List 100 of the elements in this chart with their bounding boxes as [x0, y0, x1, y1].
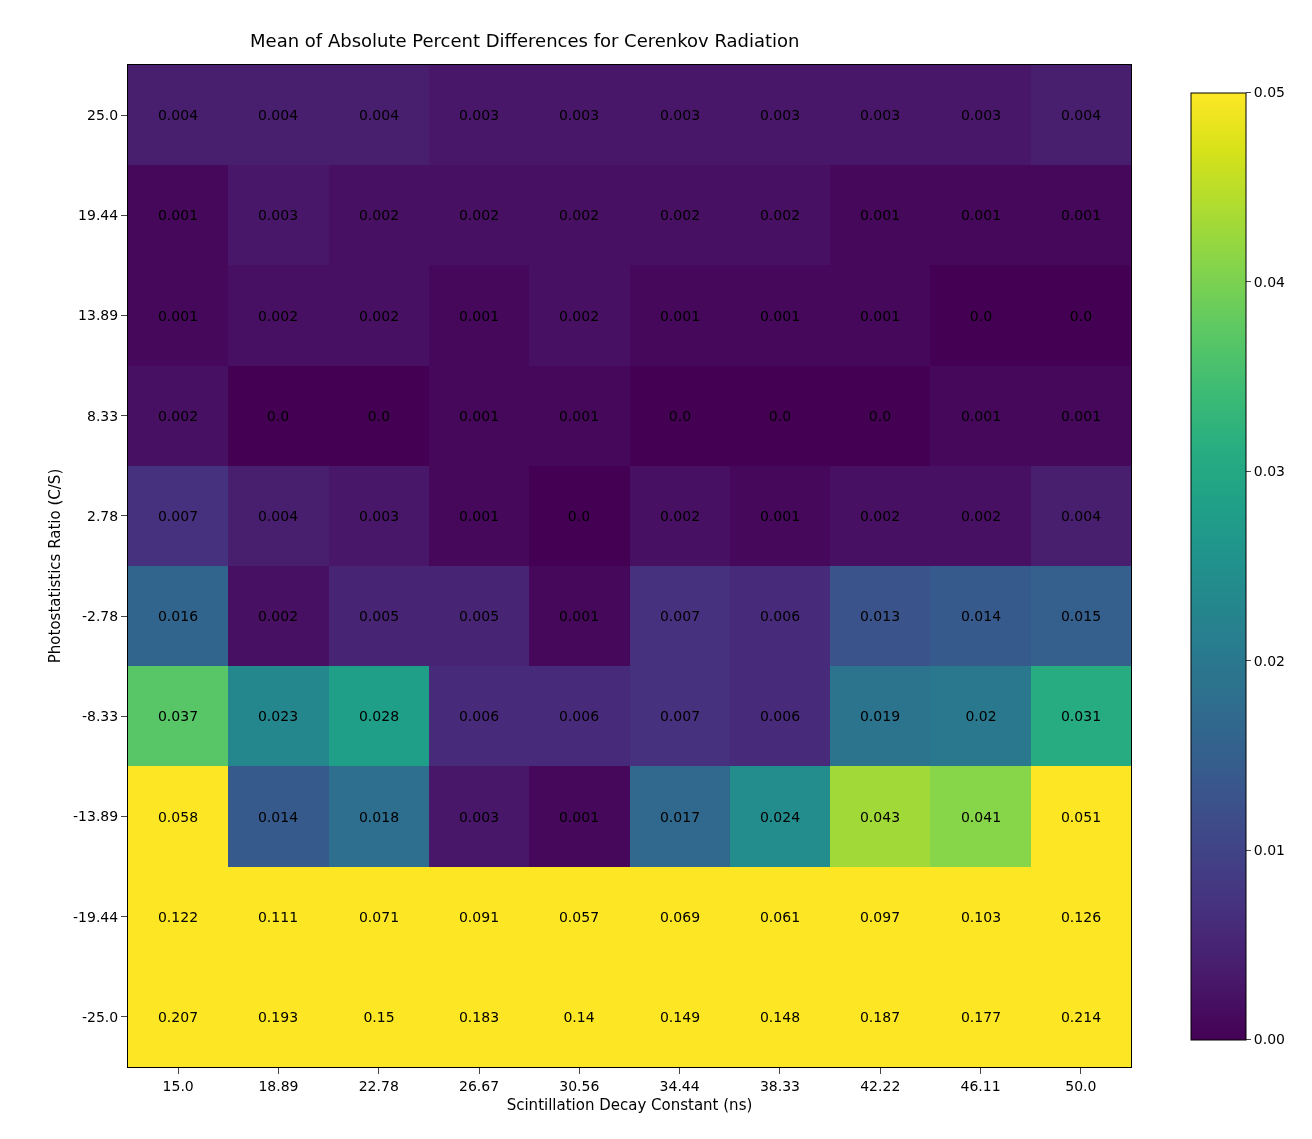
color-bar-label: 0.04	[1253, 273, 1286, 290]
data-label: 0.001	[960, 206, 1002, 223]
data-label: 0.14	[563, 1008, 595, 1025]
data-label: 0.148	[759, 1008, 801, 1025]
color-bar-label: 0.02	[1253, 652, 1285, 669]
data-label: 0.014	[960, 607, 1002, 624]
data-label: 0.097	[859, 908, 901, 925]
data-label: 0.028	[358, 707, 400, 724]
y-tick-label: 2.78	[87, 507, 119, 524]
data-label: 0.001	[558, 808, 600, 825]
data-label: 0.024	[759, 808, 801, 825]
data-label: 0.003	[859, 106, 901, 123]
color-bar-label: 0.00	[1253, 1031, 1285, 1048]
data-label: 0.0	[969, 307, 993, 324]
data-label: 0.001	[157, 206, 199, 223]
data-label: 0.003	[458, 106, 500, 123]
x-tick-label: 26.67	[459, 1077, 500, 1094]
data-label: 0.071	[358, 908, 400, 925]
color-bar-label: 0.01	[1253, 842, 1285, 858]
data-label: 0.001	[859, 307, 901, 324]
data-label: 0.001	[659, 307, 701, 324]
data-label: 0.002	[358, 307, 400, 324]
data-label: 0.004	[257, 106, 299, 123]
y-axis-title: Photostatistics Ratio (C/S)	[46, 468, 65, 664]
data-label: 0.001	[558, 607, 600, 624]
y-tick-label: 8.33	[87, 407, 119, 424]
y-tick-label: -2.78	[81, 608, 119, 624]
x-tick-label: 15.0	[162, 1077, 194, 1094]
data-label: 0.017	[659, 808, 701, 825]
data-label: 0.091	[458, 908, 500, 925]
data-label: 0.003	[659, 106, 701, 123]
data-label: 0.187	[859, 1008, 901, 1025]
y-tick-label: 19.44	[78, 207, 119, 224]
data-label: 0.001	[759, 307, 801, 324]
data-label: 0.002	[659, 206, 701, 223]
data-label: 0.006	[759, 707, 801, 724]
x-tick-label: 42.22	[860, 1077, 901, 1094]
data-label: 0.111	[257, 908, 299, 925]
data-label: 0.002	[558, 307, 600, 324]
data-label: 0.031	[1060, 707, 1102, 724]
data-label: 0.041	[960, 808, 1002, 825]
data-label: 0.0	[1069, 307, 1093, 324]
data-label: 0.001	[157, 307, 199, 324]
data-label: 0.0	[868, 407, 892, 424]
data-label: 0.0	[266, 407, 290, 424]
data-label: 0.0	[367, 407, 391, 424]
data-label: 0.001	[859, 206, 901, 223]
data-label: 0.002	[157, 407, 199, 424]
data-label: 0.019	[859, 707, 901, 724]
data-label: 0.177	[960, 1008, 1002, 1025]
data-label: 0.0	[567, 507, 591, 524]
x-tick-label: 18.89	[258, 1077, 299, 1094]
data-label: 0.002	[257, 607, 299, 624]
data-label: 0.051	[1060, 808, 1102, 825]
data-label: 0.002	[859, 507, 901, 524]
data-label: 0.001	[458, 307, 500, 324]
data-label: 0.006	[458, 707, 500, 724]
data-label: 0.005	[458, 607, 500, 624]
x-tick-label: 50.0	[1065, 1077, 1097, 1094]
data-label: 0.001	[1060, 206, 1102, 223]
x-axis-title: Scintillation Decay Constant (ns)	[506, 1095, 753, 1114]
data-label: 0.149	[659, 1008, 701, 1025]
data-label: 0.002	[558, 206, 600, 223]
data-label: 0.037	[157, 707, 199, 724]
data-label: 0.069	[659, 908, 701, 925]
data-label: 0.122	[157, 908, 199, 925]
data-label: 0.207	[157, 1008, 199, 1025]
data-label: 0.004	[358, 106, 400, 123]
chart-title: Mean of Absolute Percent Differences for Cerenkov Radiation	[250, 29, 800, 51]
data-label: 0.007	[659, 707, 701, 724]
y-tick-label: 13.89	[78, 307, 119, 324]
data-label: 0.057	[558, 908, 600, 925]
data-label: 0.002	[257, 307, 299, 324]
data-label: 0.183	[458, 1008, 500, 1025]
data-label: 0.002	[659, 507, 701, 524]
x-tick-label: 34.44	[659, 1077, 700, 1094]
y-tick-label: -19.44	[73, 908, 119, 925]
data-label: 0.0	[668, 407, 692, 424]
data-label: 0.003	[358, 507, 400, 524]
data-label: 0.023	[257, 707, 299, 724]
data-label: 0.003	[759, 106, 801, 123]
y-tick-label: -8.33	[81, 708, 119, 725]
data-label: 0.126	[1060, 908, 1102, 925]
data-label: 0.013	[859, 607, 901, 624]
data-label: 0.002	[458, 206, 500, 223]
data-label: 0.016	[157, 607, 199, 624]
x-tick-label: 46.11	[960, 1077, 1001, 1094]
data-label: 0.018	[358, 808, 400, 825]
data-label: 0.001	[759, 507, 801, 524]
data-label: 0.003	[960, 106, 1002, 123]
data-label: 0.002	[358, 206, 400, 223]
y-tick-label: -13.89	[73, 808, 119, 825]
color-bar-label: 0.05	[1253, 84, 1285, 101]
color-bar-label: 0.03	[1253, 463, 1285, 480]
y-tick-label: -25.0	[81, 1008, 119, 1025]
data-label: 0.0	[768, 407, 792, 424]
data-label: 0.058	[157, 808, 199, 825]
data-label: 0.007	[157, 507, 199, 524]
data-label: 0.001	[1060, 407, 1102, 424]
x-tick-label: 30.56	[559, 1077, 600, 1094]
